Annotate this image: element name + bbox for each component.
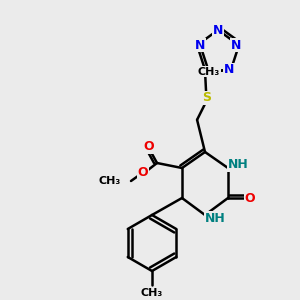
- Text: O: O: [144, 140, 154, 154]
- Text: CH₃: CH₃: [99, 176, 121, 186]
- Text: N: N: [195, 39, 205, 52]
- Text: N: N: [213, 23, 223, 37]
- Text: N: N: [231, 39, 241, 52]
- Text: CH₃: CH₃: [141, 288, 163, 298]
- Text: NH: NH: [205, 212, 225, 224]
- Text: CH₃: CH₃: [198, 67, 220, 77]
- Text: S: S: [202, 91, 211, 104]
- Text: O: O: [138, 167, 148, 179]
- Text: NH: NH: [228, 158, 248, 172]
- Text: N: N: [224, 63, 234, 76]
- Text: O: O: [245, 191, 255, 205]
